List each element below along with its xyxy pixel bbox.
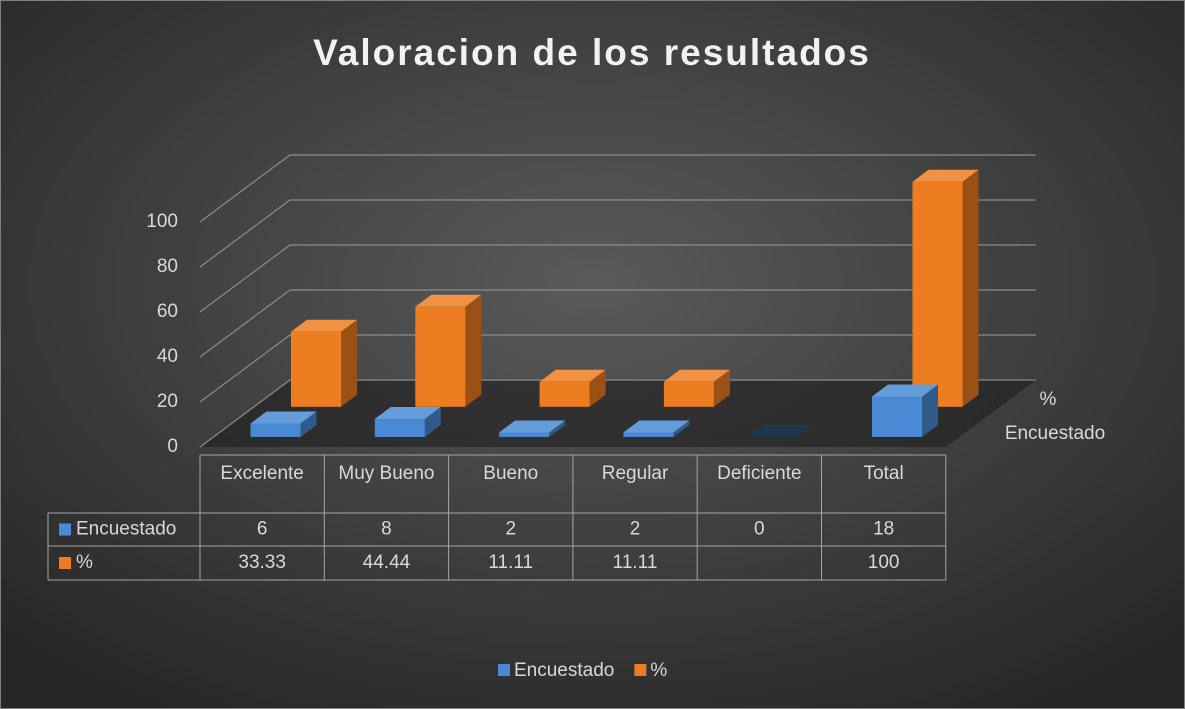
table-cell: 11.11 [613,552,658,573]
bar [872,396,922,437]
bar [291,331,341,407]
grid-line [199,289,1036,358]
bar-top [912,169,979,182]
bar-side [713,369,730,407]
bar [539,381,590,407]
y-tick-label: 60 [157,301,178,322]
bar-top [539,369,606,382]
bar-side [465,294,482,407]
y-tick-label: 40 [157,346,178,367]
table-cell: 33.33 [238,552,286,573]
bar-top [747,424,814,437]
table-cell: 2 [505,519,516,540]
x-tick-label: Muy Bueno [338,463,434,484]
x-tick-label: Excelente [220,463,303,484]
bar-top [250,411,317,424]
legend-key [498,664,510,676]
bar-side [589,369,606,407]
y-tick-label: 100 [146,211,178,232]
bar-top [872,384,938,397]
grid-line [199,199,1036,268]
bar-top [663,369,730,382]
bar-side [424,406,441,437]
y-tick-label: 0 [167,436,178,457]
table-cell: 18 [873,519,894,540]
bar-side [673,420,690,437]
table-cell: 44.44 [363,552,411,573]
bar [374,418,425,437]
bar-side [300,411,317,437]
bar-top [415,294,482,307]
bar [623,432,674,437]
table-key [59,557,71,569]
table-cell: 100 [868,552,900,573]
bar-top [623,420,690,433]
x-tick-label: Deficiente [717,463,802,484]
bar-side [341,319,357,407]
bar-side [962,169,979,407]
bar [663,381,714,407]
bar-top [499,420,566,433]
chart-title: Valoracion de los resultados [313,32,871,73]
table-cell: 6 [257,519,268,540]
table-cell: 8 [381,519,392,540]
depth-label: Encuestado [1005,423,1105,444]
table-cell: 11.11 [488,552,533,573]
table-cell: 0 [754,519,765,540]
grid-line [199,154,1036,223]
bar-top [291,319,357,332]
table-cell: 2 [630,519,641,540]
bar [499,432,550,437]
legend-label: % [650,660,667,681]
legend-label: Encuestado [514,660,614,681]
table-row-label: % [76,552,93,573]
bar-side [922,384,938,437]
x-tick-label: Regular [602,463,669,484]
bar [415,306,466,407]
legend-key [634,664,647,676]
grid-line [199,334,1036,403]
bar [912,181,963,407]
bar-top [374,406,441,419]
bar-side [549,420,566,437]
bar [250,423,301,437]
depth-label: % [1040,389,1057,410]
x-tick-label: Total [864,463,904,484]
grid-line [199,244,1036,313]
y-tick-label: 20 [157,391,178,412]
table-key [59,523,71,536]
grid-line [199,379,1036,448]
x-tick-label: Bueno [483,463,538,484]
y-tick-label: 80 [157,256,178,277]
table-row-label: Encuestado [76,519,176,540]
